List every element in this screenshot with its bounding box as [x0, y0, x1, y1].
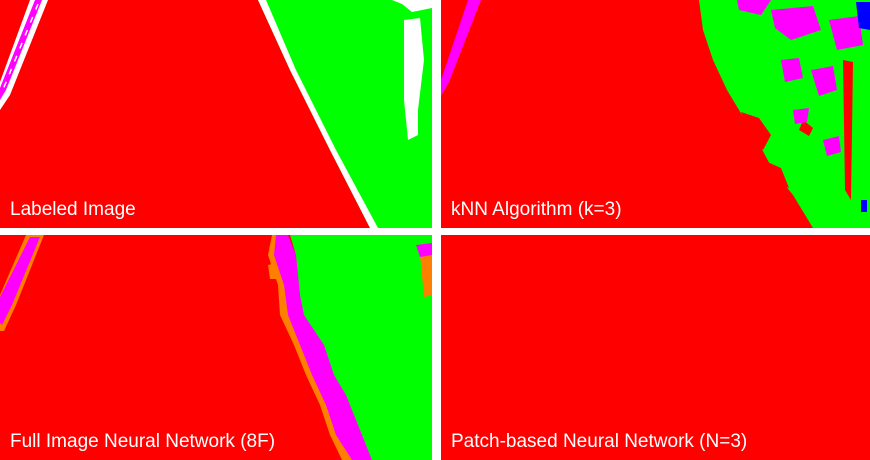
marking-noise	[823, 136, 841, 156]
vegetation-region	[699, 0, 870, 228]
edge-blob	[268, 263, 278, 279]
marking-noise	[771, 6, 821, 40]
road-noise	[741, 112, 771, 150]
unlabeled-top	[392, 0, 432, 12]
road-noise	[843, 60, 853, 200]
lane-marking	[441, 0, 481, 96]
road-noise	[763, 160, 789, 188]
marking-noise	[811, 66, 837, 96]
road-region	[441, 235, 870, 460]
panel-patch-based-neural-network: Patch-based Neural Network (N=3)	[441, 235, 870, 460]
other-class-noise	[861, 200, 867, 212]
marking-blob	[416, 243, 432, 257]
patch-nn-segmentation-map	[441, 235, 870, 460]
lane-marking	[0, 237, 40, 325]
caption-knn-algorithm: kNN Algorithm (k=3)	[451, 199, 622, 220]
edge-blob	[420, 253, 432, 297]
lane-dash	[1, 3, 39, 93]
other-class-noise	[856, 2, 870, 30]
marking-noise	[829, 16, 863, 50]
unlabeled-boundary	[258, 0, 378, 228]
road-noise	[799, 120, 813, 136]
marking-noise	[781, 58, 803, 82]
vegetation-region	[258, 0, 432, 228]
marking-noise	[793, 108, 809, 124]
panel-labeled-image: Labeled Image	[0, 0, 432, 228]
knn-segmentation-map	[441, 0, 870, 228]
lane-marking-outer	[0, 0, 48, 110]
marking-noise	[737, 0, 771, 15]
panel-knn-algorithm: kNN Algorithm (k=3)	[441, 0, 870, 228]
labeled-segmentation-map	[0, 0, 432, 228]
lane-marking	[0, 0, 42, 100]
caption-full-image-neural-network: Full Image Neural Network (8F)	[10, 431, 276, 452]
full-nn-segmentation-map	[0, 235, 432, 460]
vegetation-region	[290, 235, 432, 460]
caption-labeled-image: Labeled Image	[10, 199, 136, 220]
panel-full-image-neural-network: Full Image Neural Network (8F)	[0, 235, 432, 460]
unlabeled-right	[404, 18, 424, 140]
caption-patch-based-neural-network: Patch-based Neural Network (N=3)	[451, 431, 748, 452]
